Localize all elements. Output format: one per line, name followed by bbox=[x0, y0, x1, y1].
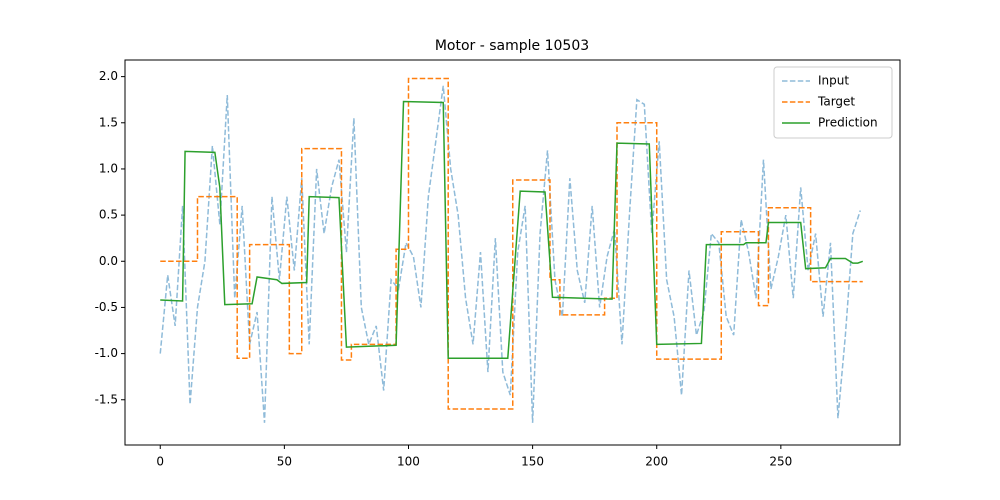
series-line bbox=[160, 77, 863, 410]
legend-label: Target bbox=[817, 95, 855, 109]
chart-title: Motor - sample 10503 bbox=[435, 38, 589, 54]
y-tick-label: 0.0 bbox=[99, 254, 118, 268]
y-tick-label: 2.0 bbox=[99, 69, 118, 83]
legend-label: Input bbox=[818, 74, 849, 88]
y-tick-label: 0.5 bbox=[99, 208, 118, 222]
x-tick-label: 100 bbox=[397, 455, 420, 469]
y-tick-label: 1.5 bbox=[99, 115, 118, 129]
plot-area bbox=[159, 77, 864, 423]
x-tick-label: 50 bbox=[277, 455, 292, 469]
axes-frame bbox=[124, 59, 901, 446]
legend-box bbox=[773, 66, 893, 139]
x-tick-label: 150 bbox=[521, 455, 544, 469]
y-tick-label: -1.0 bbox=[95, 346, 118, 360]
x-tick-label: 250 bbox=[769, 455, 792, 469]
y-tick-label: -0.5 bbox=[95, 300, 118, 314]
legend-label: Prediction bbox=[818, 116, 878, 130]
y-tick-label: 1.0 bbox=[99, 161, 118, 175]
series-line bbox=[159, 85, 861, 423]
series-line bbox=[160, 100, 864, 359]
y-tick-label: -1.5 bbox=[95, 392, 118, 406]
x-tick-label: 200 bbox=[645, 455, 668, 469]
x-tick-label: 0 bbox=[156, 455, 164, 469]
